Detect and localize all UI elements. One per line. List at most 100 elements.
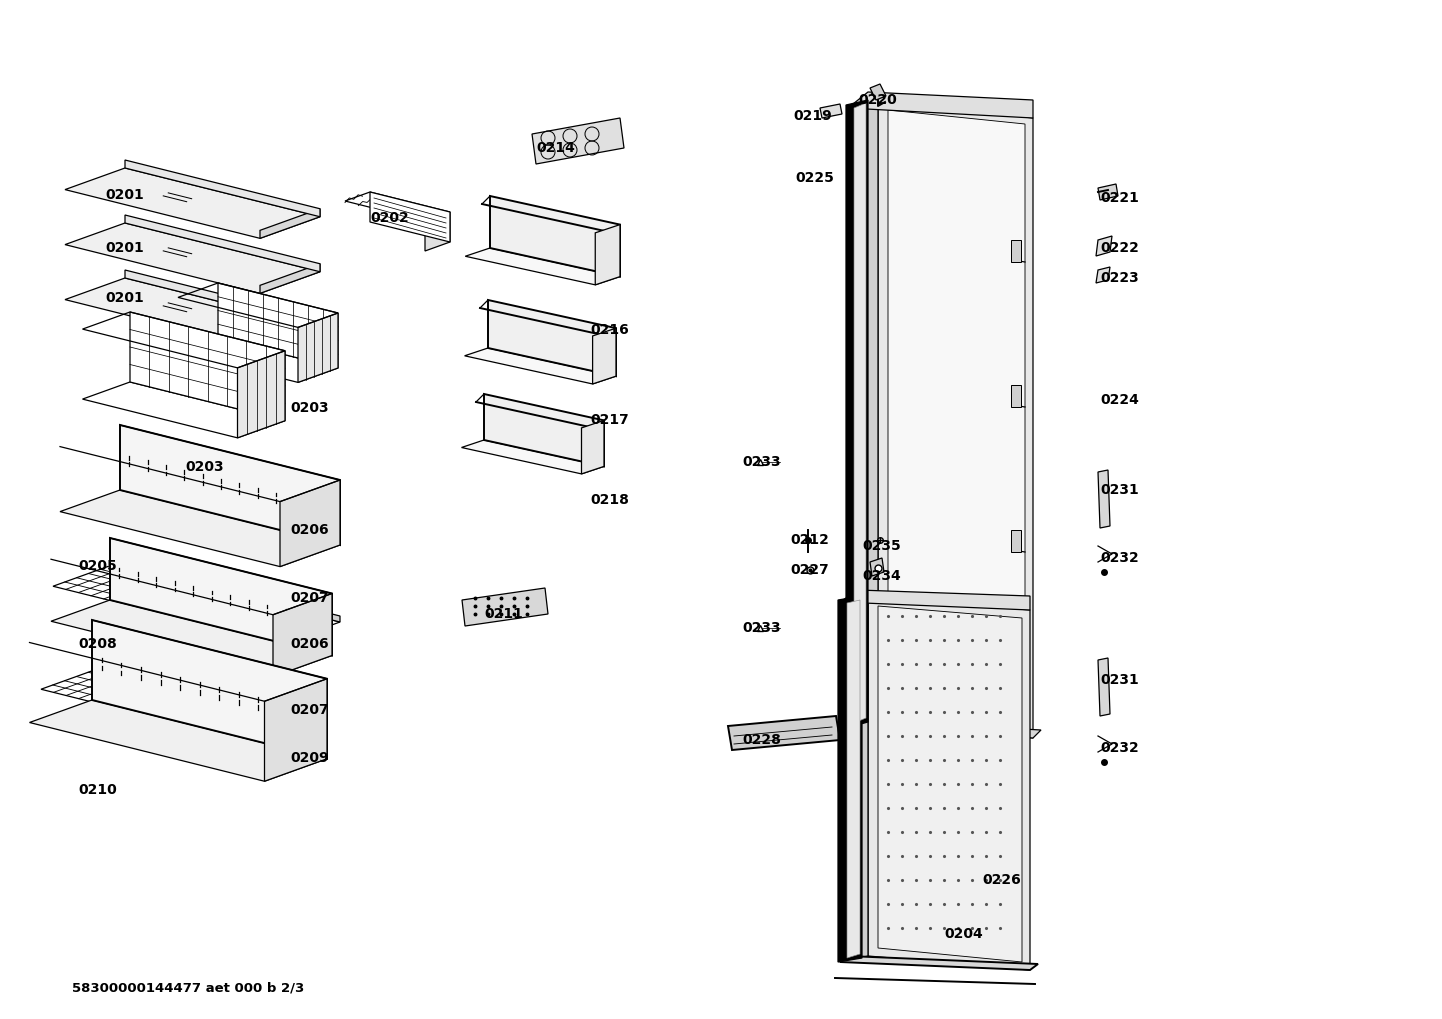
Text: 0221: 0221	[1100, 191, 1139, 205]
Text: 0216: 0216	[590, 323, 629, 337]
Text: 0201: 0201	[105, 187, 144, 202]
Text: 0226: 0226	[982, 873, 1021, 887]
Text: 0217: 0217	[590, 413, 629, 427]
Text: 0207: 0207	[290, 703, 329, 717]
Text: 0202: 0202	[371, 211, 408, 225]
Text: 0234: 0234	[862, 569, 901, 583]
Polygon shape	[112, 559, 340, 622]
Text: 0204: 0204	[945, 927, 983, 941]
Polygon shape	[218, 283, 337, 368]
Text: 0201: 0201	[105, 242, 144, 255]
Polygon shape	[841, 956, 1038, 970]
Polygon shape	[273, 593, 332, 677]
Polygon shape	[125, 270, 320, 327]
Polygon shape	[870, 84, 885, 100]
Polygon shape	[466, 248, 620, 285]
Bar	[1011, 530, 1021, 552]
Text: 0219: 0219	[793, 109, 832, 123]
Polygon shape	[260, 209, 320, 238]
Polygon shape	[846, 600, 859, 958]
Text: 0207: 0207	[290, 591, 329, 605]
Text: 0224: 0224	[1100, 393, 1139, 407]
Text: 0206: 0206	[290, 523, 329, 537]
Polygon shape	[298, 313, 337, 382]
Text: 0211: 0211	[485, 607, 523, 621]
Polygon shape	[870, 558, 884, 576]
Text: 0231: 0231	[1100, 673, 1139, 687]
Polygon shape	[485, 394, 604, 467]
Text: 0232: 0232	[1100, 741, 1139, 755]
Text: 0209: 0209	[290, 751, 329, 765]
Polygon shape	[260, 319, 320, 348]
Polygon shape	[125, 215, 320, 272]
Text: 0225: 0225	[795, 171, 833, 185]
Text: 0223: 0223	[1100, 271, 1139, 285]
Polygon shape	[53, 565, 340, 643]
Polygon shape	[50, 600, 332, 677]
Text: 0210: 0210	[78, 783, 117, 797]
Polygon shape	[841, 590, 1030, 610]
Polygon shape	[65, 278, 320, 348]
Text: 0218: 0218	[590, 493, 629, 507]
Polygon shape	[110, 538, 332, 655]
Polygon shape	[846, 100, 868, 728]
Polygon shape	[29, 700, 327, 782]
Text: 0214: 0214	[536, 141, 575, 155]
Polygon shape	[464, 348, 616, 384]
Text: 0206: 0206	[290, 637, 329, 651]
Polygon shape	[1096, 267, 1110, 283]
Text: 0220: 0220	[858, 93, 897, 107]
Polygon shape	[280, 480, 340, 567]
Text: 0205: 0205	[78, 559, 117, 573]
Polygon shape	[1097, 470, 1110, 528]
Polygon shape	[130, 312, 286, 421]
Polygon shape	[878, 100, 1032, 738]
Polygon shape	[848, 92, 1032, 118]
Polygon shape	[260, 264, 320, 293]
Polygon shape	[120, 425, 340, 545]
Polygon shape	[854, 103, 867, 723]
Polygon shape	[490, 196, 620, 276]
Bar	[1011, 385, 1021, 407]
Polygon shape	[264, 679, 327, 782]
Polygon shape	[878, 606, 1022, 962]
Polygon shape	[581, 421, 604, 474]
Text: 0203: 0203	[290, 401, 329, 415]
Polygon shape	[1097, 184, 1118, 200]
Polygon shape	[868, 596, 1030, 970]
Polygon shape	[838, 596, 862, 962]
Polygon shape	[65, 168, 320, 238]
Text: 0235: 0235	[862, 539, 901, 553]
Polygon shape	[345, 192, 450, 221]
Polygon shape	[461, 440, 604, 474]
Polygon shape	[177, 338, 337, 382]
Polygon shape	[487, 300, 616, 376]
Polygon shape	[841, 596, 868, 962]
Text: 0232: 0232	[1100, 551, 1139, 565]
Polygon shape	[40, 668, 324, 746]
Polygon shape	[1096, 236, 1112, 256]
Text: 58300000144477 aet 000 b 2/3: 58300000144477 aet 000 b 2/3	[72, 981, 304, 995]
Polygon shape	[61, 490, 340, 567]
Text: 0231: 0231	[1100, 483, 1139, 497]
Text: 0233: 0233	[743, 455, 780, 469]
Polygon shape	[425, 212, 450, 251]
Text: 0201: 0201	[105, 291, 144, 305]
Text: 0203: 0203	[185, 460, 224, 474]
Polygon shape	[461, 588, 548, 626]
Polygon shape	[99, 662, 324, 725]
Polygon shape	[532, 118, 624, 164]
Polygon shape	[125, 160, 320, 217]
Text: 0208: 0208	[78, 637, 117, 651]
Text: 0227: 0227	[790, 564, 829, 577]
Polygon shape	[1097, 658, 1110, 716]
Bar	[1011, 240, 1021, 262]
Polygon shape	[596, 224, 620, 285]
Text: 0222: 0222	[1100, 242, 1139, 255]
Polygon shape	[82, 382, 286, 438]
Text: 0233: 0233	[743, 621, 780, 635]
Polygon shape	[65, 223, 320, 293]
Polygon shape	[593, 328, 616, 384]
Text: 0228: 0228	[743, 733, 782, 747]
Polygon shape	[238, 351, 286, 438]
